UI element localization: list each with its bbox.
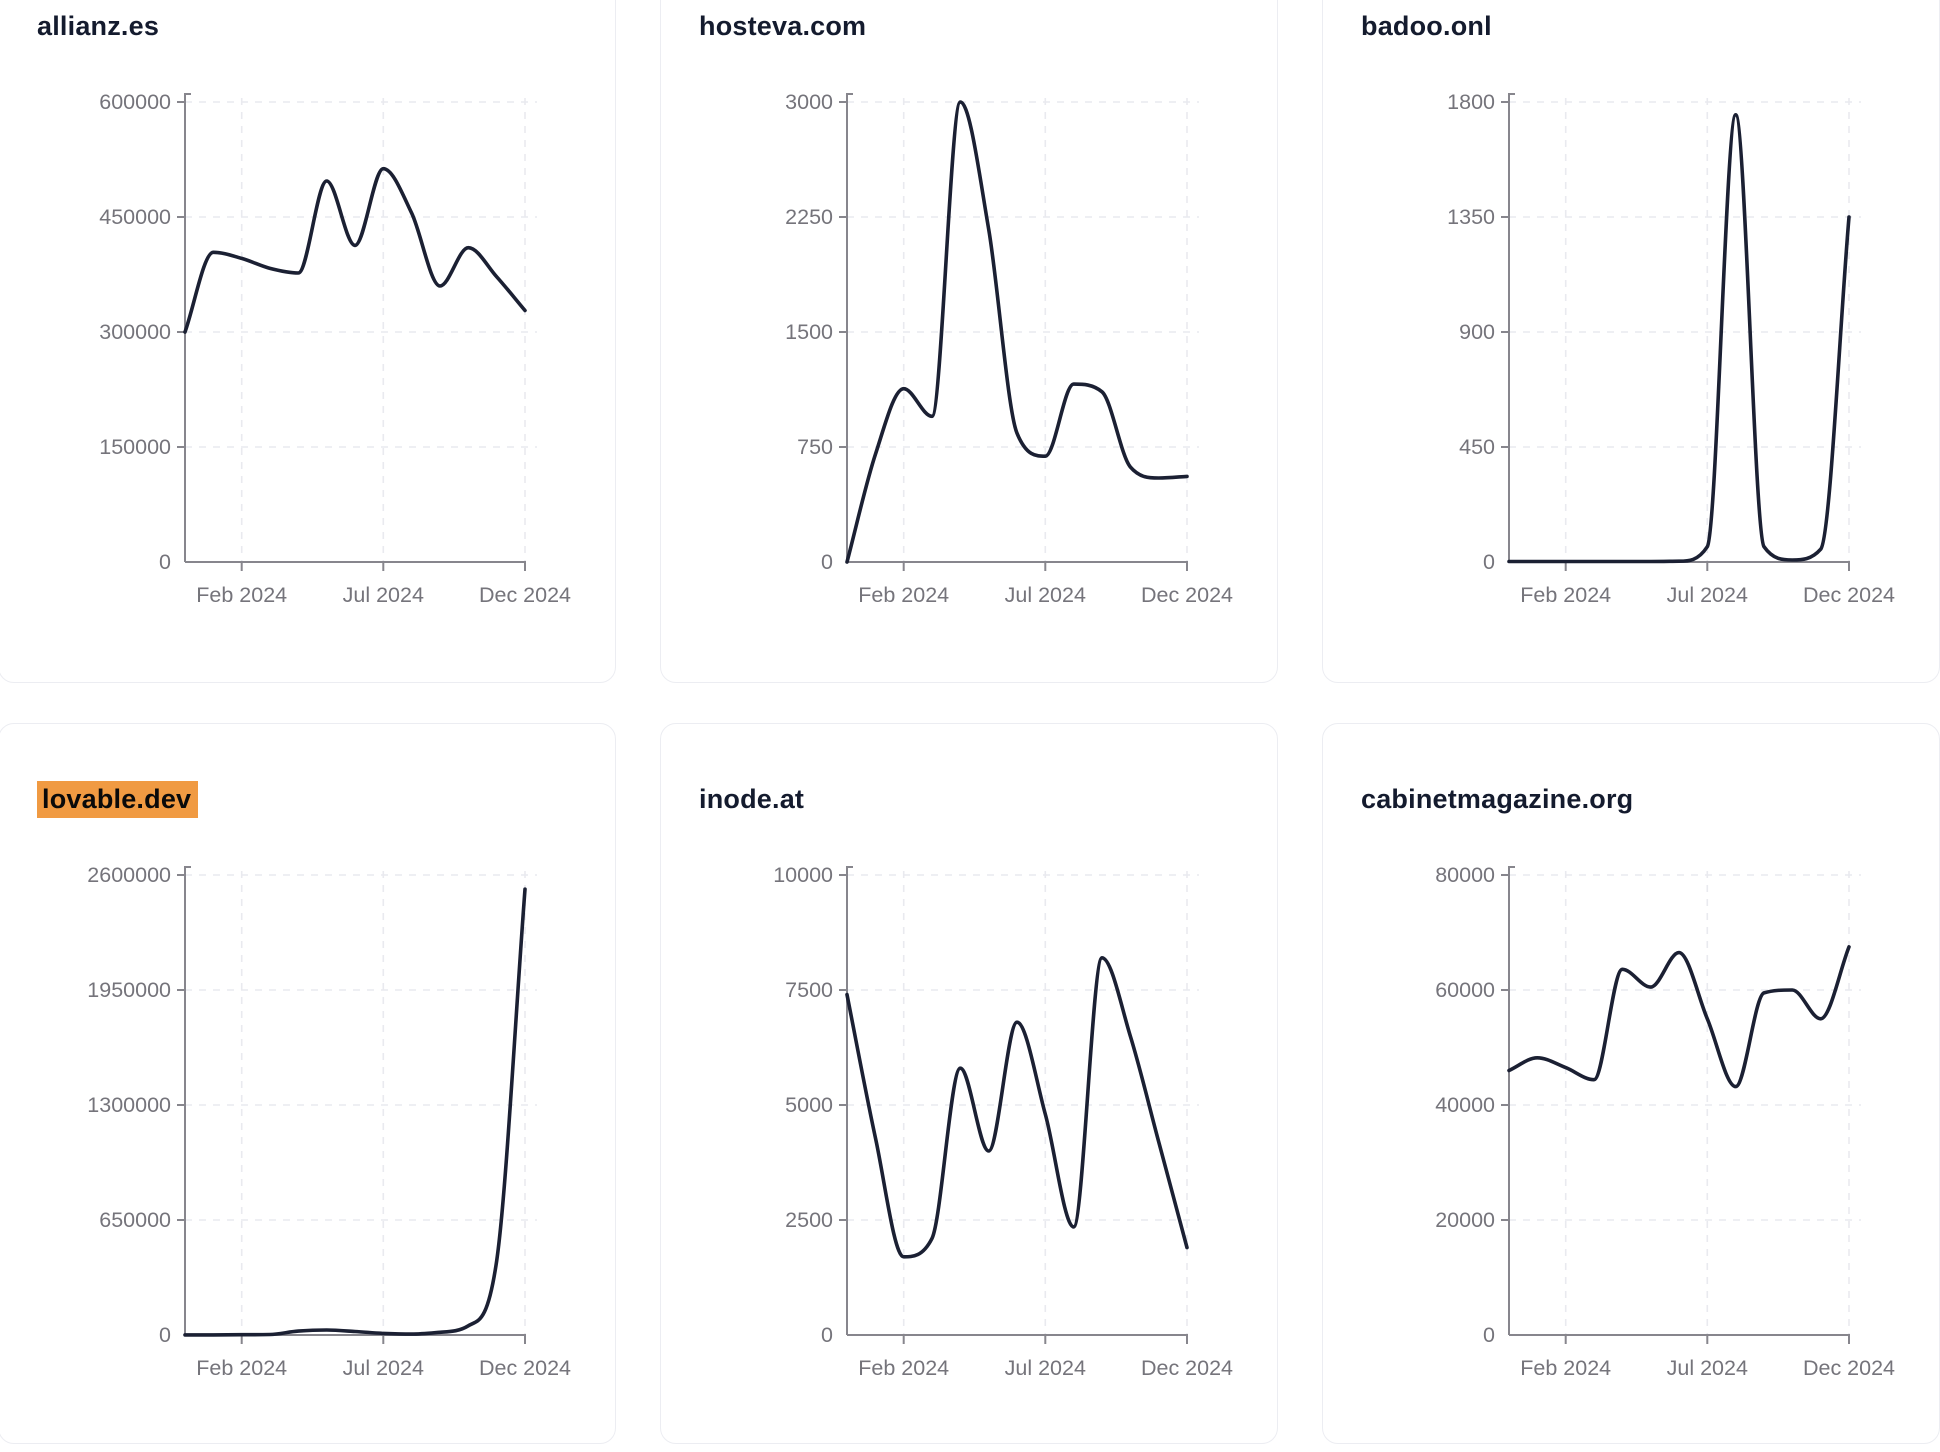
domain-traffic-card-cabinetmagazine[interactable]: cabinetmagazine.org 0 20000 40000 60000 8000… [1322,723,1940,1444]
x-tick-label: Feb 2024 [1520,583,1611,607]
traffic-line-chart: 0 650000 1300000 1950000 2600000 Feb 2024 Jul … [87,863,571,1380]
x-tick-label: Jul 2024 [1667,583,1748,607]
domain-title-text: cabinetmagazine.org [1361,784,1634,814]
y-tick-label: 0 [821,1323,833,1347]
y-tick-label: 80000 [1435,863,1495,887]
domain-traffic-card-badoo[interactable]: badoo.onl 0 450 900 1350 1800 Feb 2024 Jul 202… [1322,0,1940,683]
y-tick-label: 0 [821,550,833,574]
y-tick-label: 0 [159,1323,171,1347]
y-tick-label: 450000 [99,205,171,229]
domain-title-text: hosteva.com [699,11,867,41]
x-tick-label: Feb 2024 [1520,1356,1611,1380]
traffic-line-chart: 0 20000 40000 60000 80000 Feb 2024 Jul 2024 Dec… [1435,863,1895,1380]
domain-title: inode.at [699,784,1277,815]
domain-title-text: allianz.es [37,11,160,41]
traffic-line-chart: 0 2500 5000 7500 10000 Feb 2024 Jul 2024 Dec 20… [773,863,1233,1380]
y-tick-label: 1350 [1447,205,1495,229]
x-tick-label: Dec 2024 [1141,1356,1233,1380]
y-axis-line [846,93,853,562]
domain-traffic-card-allianz[interactable]: allianz.es 0 150000 300000 450000 600000 Feb … [0,0,616,683]
y-tick-label: 900 [1459,320,1495,344]
y-tick-label: 1800 [1447,90,1495,114]
y-tick-label: 7500 [785,978,833,1002]
y-tick-label: 3000 [785,90,833,114]
x-tick-label: Jul 2024 [343,583,424,607]
traffic-line [183,166,527,334]
domain-title-text-highlighted: lovable.dev [37,781,199,818]
traffic-line-chart: 0 750 1500 2250 3000 Feb 2024 Jul 2024 Dec 2024 [785,90,1233,607]
y-tick-label: 1300000 [87,1093,171,1117]
y-tick-label: 10000 [773,863,833,887]
domain-title: lovable.dev [37,781,615,818]
x-tick-label: Dec 2024 [479,1356,571,1380]
y-tick-label: 650000 [99,1208,171,1232]
traffic-line [1507,113,1851,564]
domain-traffic-card-inode[interactable]: inode.at 0 2500 5000 7500 10000 Feb 2024 Jul 2… [660,723,1278,1444]
traffic-line-chart: 0 450 900 1350 1800 Feb 2024 Jul 2024 Dec 2024 [1447,90,1895,607]
y-tick-label: 2250 [785,205,833,229]
traffic-line [845,956,1189,1259]
traffic-line-chart: 0 150000 300000 450000 600000 Feb 2024 Jul 202… [99,90,571,607]
y-tick-label: 600000 [99,90,171,114]
x-tick-label: Jul 2024 [1667,1356,1748,1380]
y-tick-label: 1950000 [87,978,171,1002]
x-tick-label: Jul 2024 [343,1356,424,1380]
y-tick-label: 750 [797,435,833,459]
traffic-line [845,100,1189,564]
x-tick-label: Dec 2024 [1803,1356,1895,1380]
y-axis-line [846,866,853,1335]
y-tick-label: 60000 [1435,978,1495,1002]
y-tick-label: 2500 [785,1208,833,1232]
x-tick-label: Feb 2024 [858,583,949,607]
x-tick-label: Feb 2024 [196,583,287,607]
y-tick-label: 0 [159,550,171,574]
y-axis-line [1508,866,1515,1335]
y-tick-label: 450 [1459,435,1495,459]
domain-title: allianz.es [37,11,615,42]
y-tick-label: 20000 [1435,1208,1495,1232]
y-tick-label: 40000 [1435,1093,1495,1117]
y-tick-label: 0 [1483,1323,1495,1347]
y-tick-label: 0 [1483,550,1495,574]
x-tick-label: Jul 2024 [1005,1356,1086,1380]
domain-traffic-card-lovable[interactable]: lovable.dev 0 650000 1300000 1950000 2600000… [0,723,616,1444]
domain-title-text: inode.at [699,784,805,814]
y-tick-label: 150000 [99,435,171,459]
y-tick-label: 1500 [785,320,833,344]
x-tick-label: Feb 2024 [196,1356,287,1380]
y-axis-line [184,866,191,1335]
x-tick-label: Jul 2024 [1005,583,1086,607]
domain-title: cabinetmagazine.org [1361,784,1939,815]
x-tick-label: Dec 2024 [1803,583,1895,607]
traffic-line [1507,945,1851,1089]
traffic-line [183,887,527,1337]
domain-title: hosteva.com [699,11,1277,42]
y-axis-line [184,93,191,562]
domain-title: badoo.onl [1361,11,1939,42]
domain-title-text: badoo.onl [1361,11,1492,41]
y-tick-label: 5000 [785,1093,833,1117]
x-tick-label: Dec 2024 [479,583,571,607]
y-tick-label: 300000 [99,320,171,344]
domain-traffic-card-hosteva[interactable]: hosteva.com 0 750 1500 2250 3000 Feb 2024 Jul … [660,0,1278,683]
y-tick-label: 2600000 [87,863,171,887]
y-axis-line [1508,93,1515,562]
x-tick-label: Dec 2024 [1141,583,1233,607]
x-tick-label: Feb 2024 [858,1356,949,1380]
